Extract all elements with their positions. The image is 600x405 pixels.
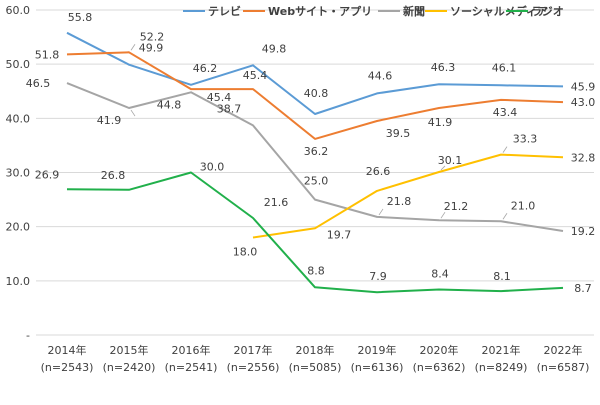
x-tick-sample-size: (n=5085) xyxy=(289,361,342,374)
data-label: 46.3 xyxy=(431,61,456,74)
data-label: 44.8 xyxy=(157,98,182,111)
data-label: 30.0 xyxy=(200,161,225,174)
data-label: 8.1 xyxy=(493,270,511,283)
data-label: 26.6 xyxy=(366,165,391,178)
data-label: 8.4 xyxy=(431,268,449,281)
data-label: 51.8 xyxy=(35,48,60,61)
y-tick-label: 10.0 xyxy=(6,275,31,288)
data-label: 46.5 xyxy=(26,77,51,90)
data-label: 46.1 xyxy=(492,61,517,74)
x-tick-label: 2020年 xyxy=(420,343,459,357)
x-tick-label: 2015年 xyxy=(110,343,149,357)
data-label: 7.9 xyxy=(369,270,387,283)
y-tick-label: 60.0 xyxy=(6,4,31,17)
data-label: 44.6 xyxy=(368,69,393,82)
label-leader-line xyxy=(131,44,135,50)
x-tick-sample-size: (n=2541) xyxy=(165,361,218,374)
data-label: 41.9 xyxy=(428,116,453,129)
data-label: 8.8 xyxy=(307,264,325,277)
data-label: 21.0 xyxy=(511,199,536,212)
data-label: 21.2 xyxy=(444,200,469,213)
x-tick-label: 2017年 xyxy=(234,343,273,357)
x-tick-label: 2018年 xyxy=(296,343,335,357)
data-label: 49.8 xyxy=(262,42,287,55)
data-label: 18.0 xyxy=(233,246,258,259)
data-label: 49.9 xyxy=(139,42,164,55)
data-label: 19.2 xyxy=(571,225,596,238)
label-leader-line xyxy=(503,147,507,153)
x-tick-sample-size: (n=2556) xyxy=(227,361,280,374)
data-label: 36.2 xyxy=(304,145,329,158)
x-tick-label: 2022年 xyxy=(544,343,583,357)
data-label: 52.2 xyxy=(140,30,165,43)
data-label: 26.9 xyxy=(35,168,60,181)
data-label: 40.8 xyxy=(304,87,329,100)
legend-label: テレビ xyxy=(208,4,241,18)
x-tick-label: 2014年 xyxy=(48,343,87,357)
label-leader-line xyxy=(503,213,507,219)
legend-label: 新聞 xyxy=(403,4,425,18)
x-tick-label: 2021年 xyxy=(482,343,521,357)
x-tick-label: 2016年 xyxy=(172,343,211,357)
label-leader-line xyxy=(131,110,135,116)
data-label: 33.3 xyxy=(513,133,538,146)
x-tick-sample-size: (n=2420) xyxy=(103,361,156,374)
data-label: 41.9 xyxy=(97,114,122,127)
data-label: 55.8 xyxy=(68,11,93,24)
data-label: 26.8 xyxy=(101,169,126,182)
data-label: 30.1 xyxy=(438,154,463,167)
legend-label: ラジオ xyxy=(531,5,564,18)
x-tick-sample-size: (n=6362) xyxy=(413,361,466,374)
data-label: 43.4 xyxy=(493,106,518,119)
data-label: 38.7 xyxy=(217,102,242,115)
y-tick-label: 50.0 xyxy=(6,58,31,71)
data-label: 32.8 xyxy=(571,151,596,164)
data-label: 21.6 xyxy=(264,196,289,209)
y-tick-label: 40.0 xyxy=(6,112,31,125)
y-tick-label: 30.0 xyxy=(6,167,31,180)
data-label: 19.7 xyxy=(327,228,352,241)
data-label: 45.9 xyxy=(571,80,596,93)
x-tick-sample-size: (n=2543) xyxy=(41,361,94,374)
y-tick-label: - xyxy=(26,329,30,342)
x-tick-label: 2019年 xyxy=(358,343,397,357)
data-label: 46.2 xyxy=(193,62,218,75)
data-label: 39.5 xyxy=(386,127,411,140)
series-layer xyxy=(67,33,563,293)
data-label: 21.8 xyxy=(387,195,412,208)
x-tick-sample-size: (n=8249) xyxy=(475,361,528,374)
data-label: 8.7 xyxy=(574,282,592,295)
x-tick-sample-size: (n=6136) xyxy=(351,361,404,374)
label-leader-line xyxy=(379,209,383,215)
y-tick-label: 20.0 xyxy=(6,221,31,234)
data-label: 25.0 xyxy=(304,175,329,188)
legend-label: Webサイト・アプリ xyxy=(268,4,372,18)
data-label: 45.4 xyxy=(243,69,268,82)
x-tick-sample-size: (n=6587) xyxy=(537,361,590,374)
data-label: 43.0 xyxy=(571,96,596,109)
